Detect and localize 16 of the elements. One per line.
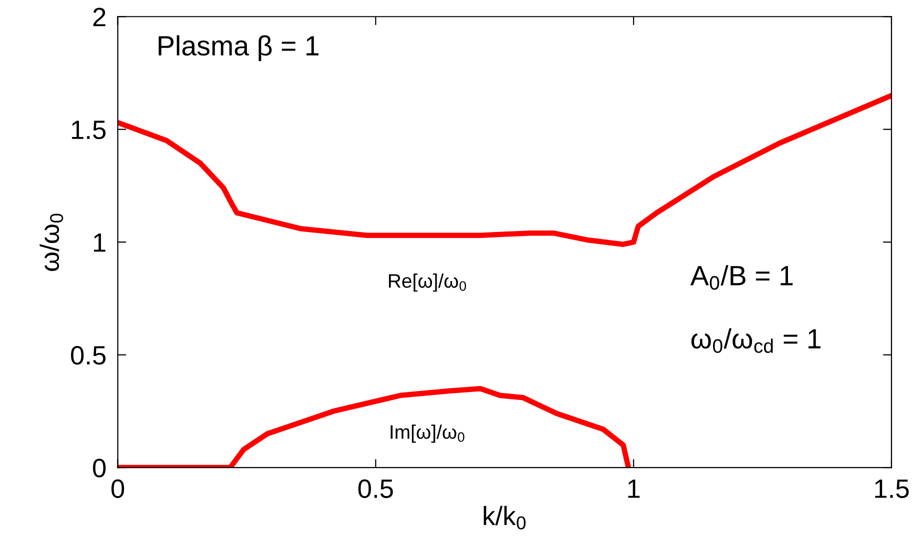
y-tick-label: 0.5 xyxy=(71,346,106,365)
y-tick-label: 0 xyxy=(93,458,106,478)
annotation: Im[ω]/ω$_{0}$ xyxy=(390,424,464,443)
x-axis-title: k/k$_{0}$ xyxy=(484,506,526,530)
y-tick-label: 1.5 xyxy=(72,120,106,140)
x-tick-label: 0.5 xyxy=(358,479,393,498)
annotation: Re[ω]/ω$_{0}$ xyxy=(388,274,466,292)
y-axis-title: ω/ω$_{0}$ xyxy=(40,214,64,271)
y-tick-label: 2 xyxy=(93,8,106,26)
x-tick-label: 1 xyxy=(628,480,640,498)
annotation: Plasma β = 1 xyxy=(158,35,319,62)
x-tick-label: 0 xyxy=(111,479,124,498)
y-tick-label: 1 xyxy=(94,234,106,252)
annotation: A$_{0}$/B = 1 xyxy=(690,265,793,290)
x-tick-label: 1.5 xyxy=(875,480,909,498)
annotation: ω$_{0}$/ω$_{cd}$ = 1 xyxy=(691,328,820,353)
